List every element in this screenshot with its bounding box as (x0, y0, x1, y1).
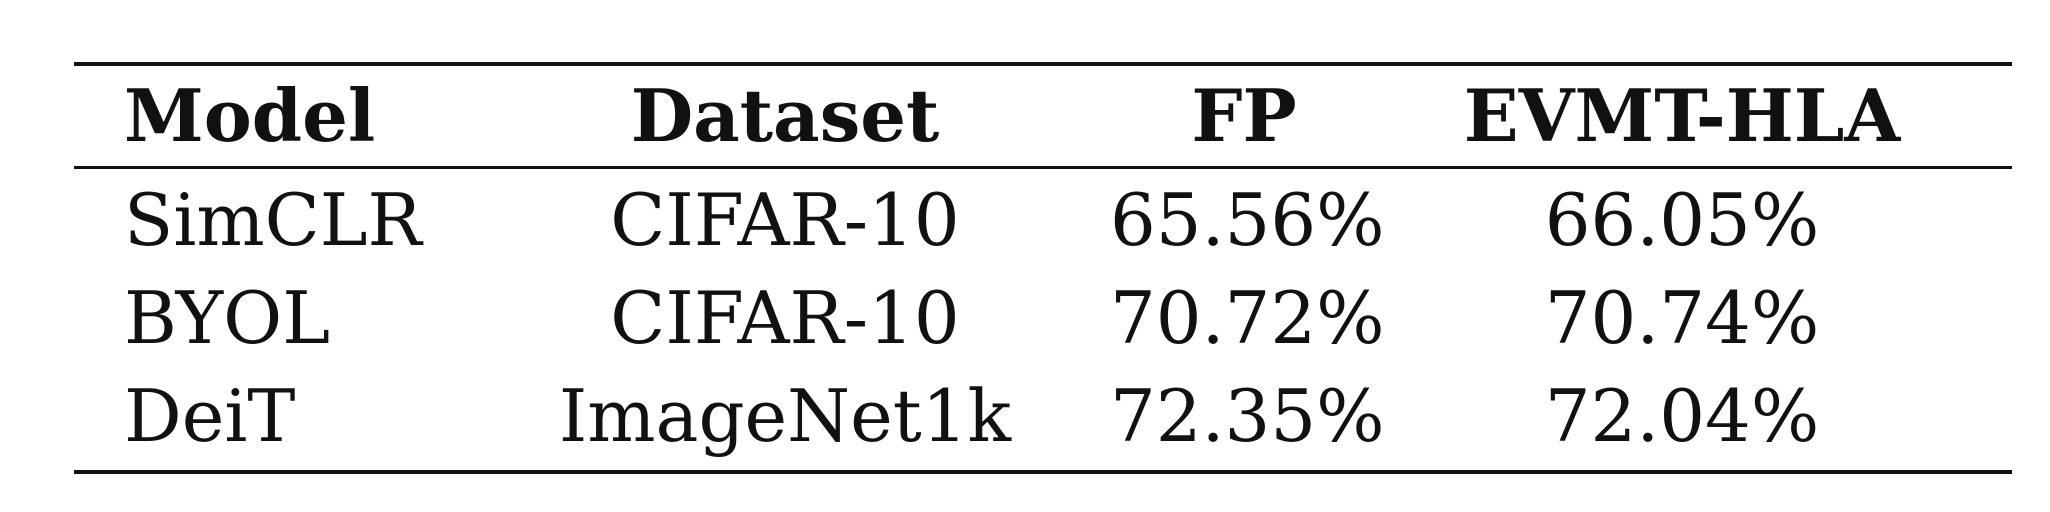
header-evmt-hla: EVMT-HLA (1463, 73, 1901, 158)
table-row: SimCLR CIFAR-10 65.56% 66.05% (74, 170, 2012, 270)
table-row: DeiT ImageNet1k 72.35% 72.04% (74, 366, 2012, 466)
table-header-rule (74, 166, 2012, 169)
cell-evmt-hla: 72.04% (1544, 374, 1820, 458)
table-row: BYOL CIFAR-10 70.72% 70.74% (74, 268, 2012, 368)
cell-dataset: CIFAR-10 (610, 178, 960, 262)
header-fp: FP (1191, 73, 1297, 158)
cell-fp: 70.72% (1110, 276, 1385, 360)
header-model: Model (124, 73, 376, 158)
cell-evmt-hla: 70.74% (1544, 276, 1820, 360)
table-bottom-rule (74, 470, 2012, 474)
cell-dataset: CIFAR-10 (610, 276, 960, 360)
table-top-rule (74, 62, 2012, 66)
cell-model: DeiT (124, 374, 296, 458)
table-header-row: Model Dataset FP EVMT-HLA (74, 66, 2012, 166)
cell-dataset: ImageNet1k (558, 374, 1012, 458)
cell-fp: 72.35% (1110, 374, 1385, 458)
cell-model: SimCLR (124, 178, 422, 262)
cell-evmt-hla: 66.05% (1544, 178, 1820, 262)
cell-fp: 65.56% (1110, 178, 1385, 262)
header-dataset: Dataset (630, 73, 940, 158)
cell-model: BYOL (124, 276, 331, 360)
